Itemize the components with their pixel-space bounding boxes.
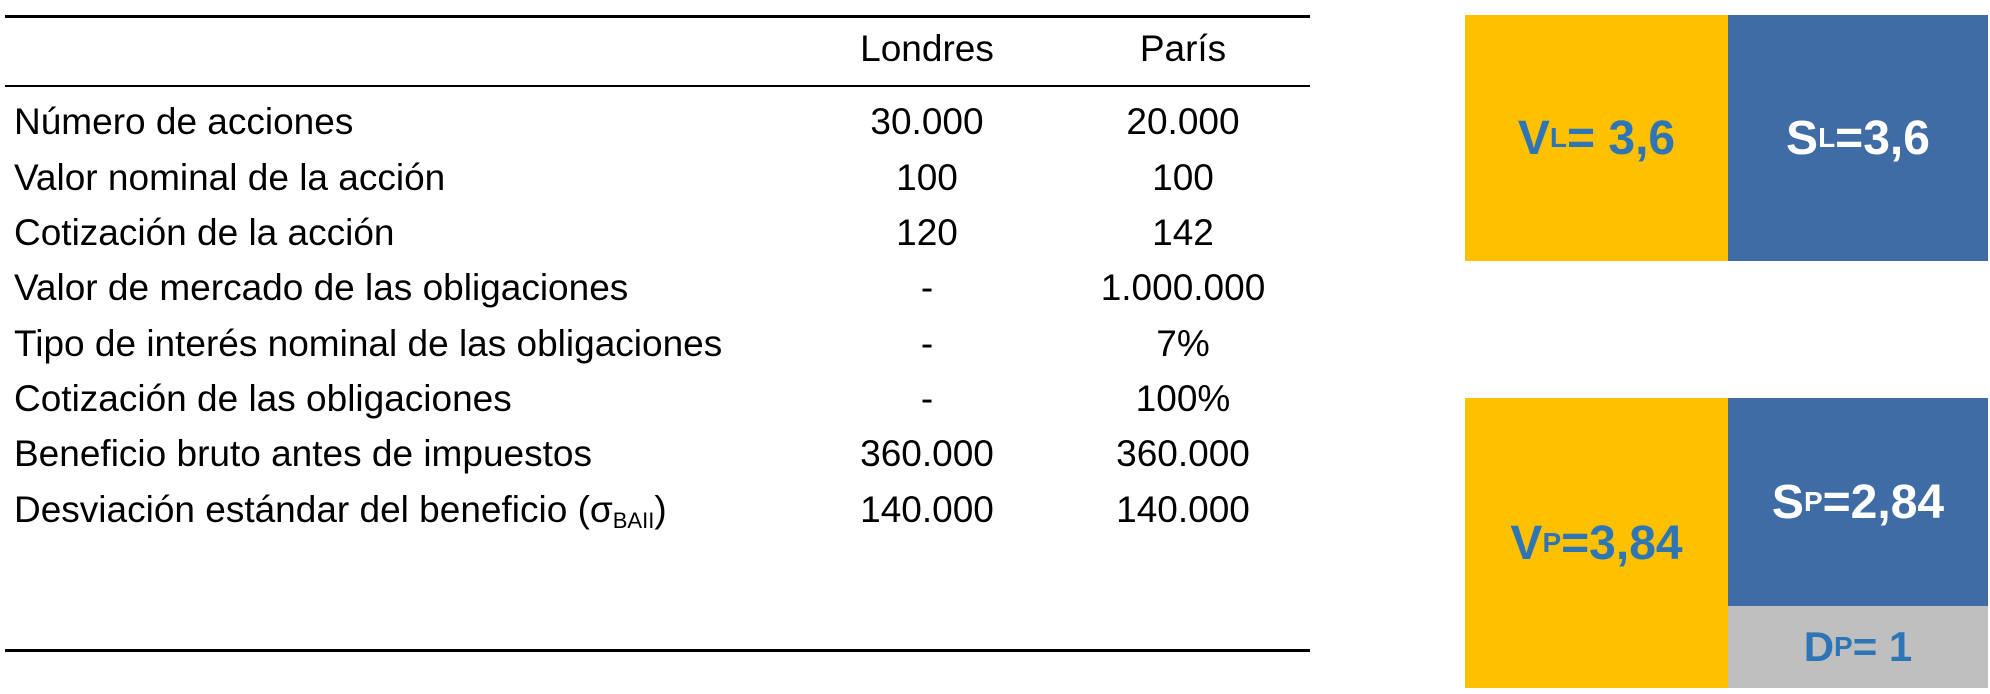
column-header-paris: París (1139, 28, 1227, 69)
row-label: Desviación estándar del beneficio (σBAII… (14, 489, 667, 533)
paris-value-box: V P =3,84 (1465, 398, 1728, 688)
table-bottom-rule (5, 649, 1310, 652)
row-label: Tipo de interés nominal de las obligacio… (14, 323, 723, 364)
cell-paris: 140.000 (1116, 489, 1250, 530)
cell-paris: 20.000 (1126, 101, 1240, 142)
row-label: Número de acciones (14, 101, 354, 142)
table-row: Cotización de la acción 120 142 (5, 200, 1310, 270)
table-row: Cotización de las obligaciones - 100% (5, 366, 1310, 436)
cell-londres: - (920, 323, 934, 364)
row-label: Cotización de la acción (14, 212, 395, 253)
table-header-rule (5, 85, 1310, 87)
table-row: Número de acciones 30.000 20.000 (5, 89, 1310, 159)
cell-londres: - (920, 267, 934, 308)
cell-paris: 100% (1135, 378, 1231, 419)
paris-shares-box: S P =2,84 (1728, 398, 1988, 606)
column-header-londres: Londres (860, 28, 994, 69)
londres-shares-box: S L =3,6 (1728, 15, 1988, 261)
table-row: Tipo de interés nominal de las obligacio… (5, 311, 1310, 381)
cell-londres: 120 (896, 212, 958, 253)
row-label: Cotización de las obligaciones (14, 378, 512, 419)
cell-paris: 1.000.000 (1100, 267, 1266, 308)
table-row: Valor de mercado de las obligaciones - 1… (5, 255, 1310, 325)
cell-paris: 360.000 (1116, 433, 1250, 474)
row-label: Valor nominal de la acción (14, 157, 446, 198)
row-label: Beneficio bruto antes de impuestos (14, 433, 592, 474)
table-row: Valor nominal de la acción 100 100 (5, 145, 1310, 215)
cell-paris: 7% (1156, 323, 1210, 364)
cell-londres: 30.000 (870, 101, 984, 142)
cell-londres: - (920, 378, 934, 419)
row-label: Valor de mercado de las obligaciones (14, 267, 629, 308)
table-row: Desviación estándar del beneficio (σBAII… (5, 477, 1310, 547)
londres-value-box: V L = 3,6 (1465, 15, 1728, 261)
paris-debt-box: D P = 1 (1728, 606, 1988, 688)
cell-paris: 142 (1152, 212, 1214, 253)
table-top-rule (5, 15, 1310, 18)
cell-londres: 360.000 (860, 433, 994, 474)
cell-paris: 100 (1152, 157, 1214, 198)
cell-londres: 100 (896, 157, 958, 198)
table-row: Beneficio bruto antes de impuestos 360.0… (5, 421, 1310, 491)
cell-londres: 140.000 (860, 489, 994, 530)
